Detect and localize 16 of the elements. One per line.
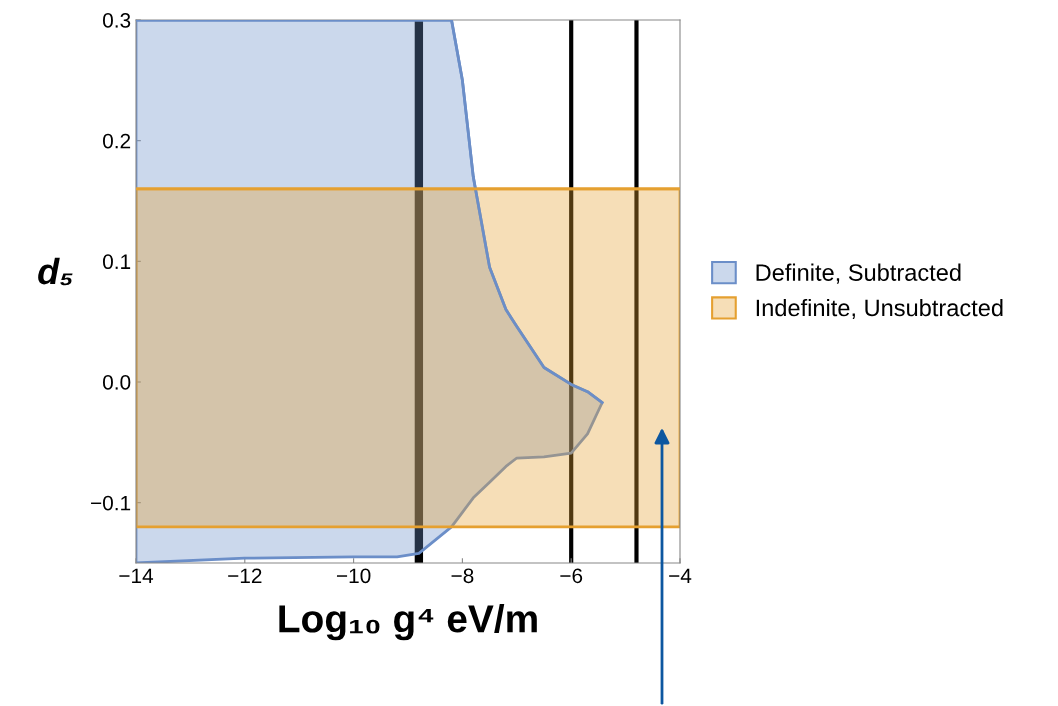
legend-label: Indefinite, Unsubtracted <box>756 298 1003 320</box>
y-tick-label: −0.1 <box>91 495 131 511</box>
line-series <box>136 20 604 404</box>
x-axis-title: Log₁₀ g⁴ eV/m <box>279 603 537 641</box>
x-tick-label: −8 <box>451 568 474 584</box>
y-tick-label: 0.1 <box>102 254 131 270</box>
y-tick-label: 0.0 <box>102 375 131 390</box>
x-tick-label: −4 <box>669 568 692 583</box>
x-tick-label: −12 <box>228 568 262 583</box>
x-tick-label: −14 <box>119 568 154 583</box>
y-tick-label: 0.2 <box>102 133 131 149</box>
x-tick-label: −6 <box>560 568 583 584</box>
y-tick-label: 0.3 <box>102 13 131 28</box>
legend-label: Definite, Subtracted <box>756 263 961 284</box>
x-tick-label: −10 <box>336 568 371 584</box>
y-axis-title: d₅ <box>38 257 73 286</box>
